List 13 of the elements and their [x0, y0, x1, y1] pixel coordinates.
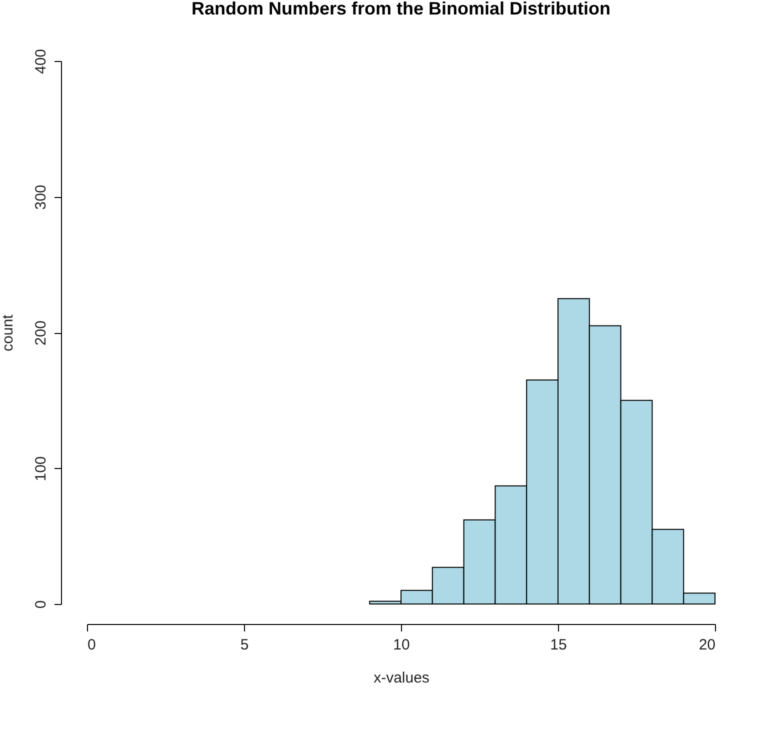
x-axis-title: x-values [374, 670, 430, 686]
y-tick-label: 100 [32, 456, 50, 482]
x-tick-label: 0 [88, 636, 96, 654]
y-tick-label: 200 [32, 320, 50, 346]
chart-title: Random Numbers from the Binomial Distribution [191, 0, 611, 18]
y-tick-label: 300 [32, 184, 50, 210]
y-axis-title: count [0, 314, 16, 352]
x-tick-label: 15 [550, 636, 567, 654]
x-tick-label: 5 [240, 636, 249, 654]
y-tick-label: 400 [32, 48, 50, 74]
x-tick-label: 10 [393, 636, 410, 654]
x-tick-label: 20 [698, 636, 716, 654]
y-tick-label: 0 [32, 600, 50, 609]
